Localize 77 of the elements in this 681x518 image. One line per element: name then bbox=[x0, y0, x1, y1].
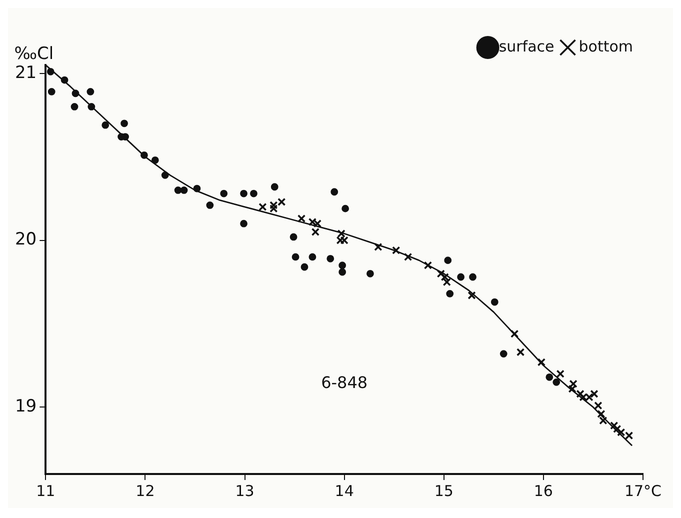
point bbox=[546, 373, 554, 381]
point bbox=[338, 268, 346, 276]
point bbox=[193, 184, 201, 192]
point bbox=[140, 151, 148, 159]
point bbox=[330, 188, 338, 196]
y-axis-title: ‰Cl bbox=[14, 44, 54, 64]
point bbox=[60, 76, 68, 84]
point bbox=[424, 261, 432, 270]
point bbox=[72, 90, 80, 98]
point bbox=[338, 262, 346, 270]
x-tick-label: 11 bbox=[36, 482, 56, 500]
point bbox=[590, 390, 598, 398]
point bbox=[240, 190, 248, 198]
point bbox=[613, 424, 622, 434]
point bbox=[308, 218, 317, 226]
point bbox=[617, 428, 626, 436]
annotation: 6-848 bbox=[321, 373, 368, 392]
point bbox=[151, 156, 159, 164]
point bbox=[220, 190, 228, 198]
point bbox=[270, 201, 278, 210]
point bbox=[300, 263, 308, 271]
point bbox=[469, 273, 476, 281]
point bbox=[556, 370, 564, 378]
point bbox=[297, 214, 306, 223]
point bbox=[500, 350, 508, 358]
x-tick-label: 17°C bbox=[624, 482, 662, 500]
point bbox=[174, 186, 182, 194]
point bbox=[46, 68, 54, 76]
point bbox=[206, 202, 214, 209]
point bbox=[444, 256, 452, 264]
legend-label: bottom bbox=[578, 37, 634, 56]
y-tick-label: 19 bbox=[14, 396, 37, 417]
point bbox=[610, 422, 618, 430]
point bbox=[436, 270, 445, 278]
point bbox=[308, 253, 316, 261]
point bbox=[70, 103, 78, 110]
point bbox=[404, 252, 412, 262]
point bbox=[258, 202, 267, 211]
point bbox=[576, 390, 584, 398]
point bbox=[392, 246, 400, 254]
legend-label: surface bbox=[498, 37, 554, 56]
point bbox=[468, 291, 476, 300]
x-tick-label: 12 bbox=[136, 482, 155, 500]
point bbox=[270, 204, 278, 213]
x-tick-label: 16 bbox=[534, 482, 553, 500]
point bbox=[88, 103, 96, 110]
point bbox=[161, 171, 169, 179]
y-tick-label: 20 bbox=[14, 230, 37, 250]
point bbox=[48, 88, 56, 96]
point bbox=[516, 348, 525, 356]
point bbox=[624, 432, 634, 440]
point bbox=[579, 393, 588, 402]
point bbox=[270, 183, 278, 191]
point bbox=[552, 378, 560, 386]
point bbox=[292, 253, 300, 261]
point bbox=[120, 120, 128, 128]
point bbox=[446, 290, 454, 298]
y-tick-label: 21 bbox=[14, 62, 37, 83]
point bbox=[374, 242, 382, 252]
point bbox=[326, 254, 334, 262]
point bbox=[490, 298, 498, 306]
point bbox=[342, 204, 350, 212]
point bbox=[366, 270, 374, 278]
point bbox=[457, 273, 465, 281]
point bbox=[585, 393, 594, 402]
x-tick-label: 15 bbox=[434, 482, 454, 500]
point bbox=[86, 88, 94, 96]
point bbox=[180, 186, 188, 194]
point bbox=[290, 233, 298, 241]
point bbox=[102, 121, 110, 129]
x-tick-label: 14 bbox=[334, 482, 354, 500]
point bbox=[510, 330, 519, 338]
point bbox=[240, 220, 248, 228]
point bbox=[537, 358, 546, 366]
x-tick-label: 13 bbox=[235, 482, 254, 500]
point bbox=[278, 198, 286, 206]
point bbox=[250, 190, 258, 198]
